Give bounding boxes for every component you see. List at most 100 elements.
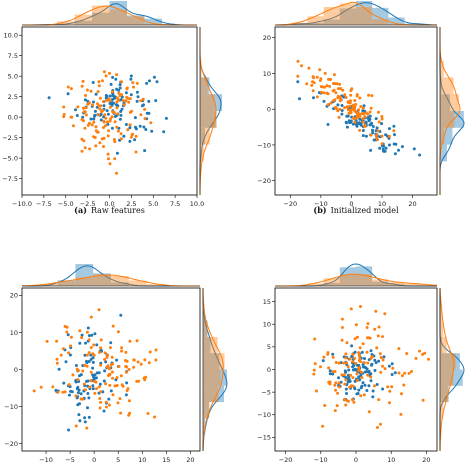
- caption-label: (a): [74, 205, 87, 215]
- scatter-point: [106, 134, 110, 138]
- top-hist-bar: [92, 12, 110, 25]
- top-hist-bar: [128, 280, 147, 286]
- marginals-b: [274, 1, 465, 195]
- y-tick-label: 5.0: [8, 72, 18, 80]
- scatter-point: [139, 99, 143, 103]
- scatter-point: [115, 384, 119, 387]
- scatter-point: [365, 350, 369, 354]
- scatter-point: [120, 346, 124, 350]
- x-tick-label: −10: [39, 456, 53, 464]
- scatter-point: [55, 339, 59, 343]
- scatter-point: [67, 383, 71, 387]
- scatter-point: [393, 371, 397, 375]
- right-hist-bar: [203, 418, 205, 435]
- scatter-point: [357, 366, 361, 370]
- right-hist-bar: [203, 336, 211, 354]
- scatter-point: [84, 113, 88, 117]
- scatter-point: [66, 92, 70, 96]
- scatter-point: [383, 367, 387, 371]
- scatter-point: [94, 129, 98, 133]
- scatter-point: [380, 144, 384, 148]
- scatter-point: [344, 96, 348, 99]
- scatter-point: [85, 426, 89, 430]
- scatter-point: [113, 157, 117, 161]
- scatter-point: [345, 105, 349, 109]
- scatter-point: [348, 357, 352, 361]
- scatter-point: [336, 94, 340, 98]
- scatter-point: [353, 99, 357, 102]
- top-hist-bar: [372, 7, 389, 25]
- scatter-point: [133, 116, 137, 120]
- y-tick-label: −10: [4, 403, 18, 411]
- scatter-point: [369, 379, 373, 383]
- scatter-point: [107, 97, 111, 101]
- scatter-point: [81, 115, 85, 119]
- scatter-point: [143, 358, 147, 362]
- scatter-point: [56, 390, 60, 394]
- right-hist-bar: [200, 94, 215, 111]
- scatter-point: [103, 113, 107, 117]
- scatter-point: [120, 107, 124, 111]
- scatter-point: [103, 369, 107, 373]
- x-tick-label: −10.0: [12, 200, 32, 208]
- top-hist-bar: [372, 19, 389, 25]
- scatter-point: [118, 83, 122, 87]
- scatter-point: [390, 373, 394, 376]
- scatter-point: [343, 369, 347, 373]
- scatter-point: [421, 398, 425, 402]
- x-tick-label: 2.5: [126, 200, 136, 208]
- y-tick-label: 0: [267, 366, 271, 374]
- x-tick-label: 5.0: [148, 200, 158, 208]
- scatter-point: [320, 85, 324, 89]
- scatter-point: [377, 110, 380, 114]
- scatter-point: [75, 114, 79, 117]
- scatter-point: [83, 420, 87, 424]
- right-kde-line: [202, 288, 228, 451]
- scatter-point: [148, 79, 151, 83]
- scatter-point: [97, 84, 101, 88]
- scatter-point: [115, 73, 118, 77]
- scatter-point: [102, 379, 106, 383]
- scatter-point: [357, 375, 361, 379]
- y-tick-label: 15: [263, 298, 271, 306]
- x-tick-label: 7.5: [170, 200, 180, 208]
- top-hist-bar: [127, 16, 145, 25]
- scatter-point: [84, 94, 87, 97]
- scatter-point: [344, 356, 348, 360]
- scatter-point: [397, 371, 401, 375]
- scatter-point: [87, 360, 91, 363]
- scatter-point: [296, 59, 300, 63]
- scatter-point: [69, 87, 73, 91]
- scatter-point: [104, 124, 107, 128]
- scatter-point: [366, 112, 370, 116]
- scatter-point: [355, 124, 359, 128]
- scatter-point: [377, 325, 381, 329]
- scatter-point: [99, 346, 103, 350]
- right-hist-bar: [200, 94, 222, 111]
- scatter-point: [145, 81, 149, 85]
- top-hist-bar: [323, 282, 340, 286]
- scatter-point: [360, 370, 364, 374]
- scatter-point: [331, 355, 335, 359]
- scatter-point: [350, 87, 354, 91]
- scatter-point: [331, 372, 335, 376]
- scatter-point: [91, 360, 95, 364]
- scatter-point: [381, 335, 384, 339]
- scatter-point: [376, 426, 379, 429]
- scatter-point: [375, 126, 379, 130]
- right-hist-bar: [203, 320, 208, 337]
- right-hist-bar: [440, 402, 444, 419]
- scatter-point: [129, 93, 133, 97]
- scatter-point: [83, 98, 87, 102]
- scatter-point: [321, 359, 325, 363]
- scatter-point: [79, 397, 83, 401]
- y-tick-label: −2.5: [2, 134, 18, 142]
- scatter-point: [83, 353, 87, 357]
- scatter-point: [376, 129, 380, 133]
- scatter-point: [135, 99, 139, 103]
- right-hist-bar: [440, 111, 455, 128]
- scatter-point: [369, 106, 373, 110]
- scatter-point: [102, 120, 106, 124]
- scatter-point: [93, 373, 97, 377]
- scatter-point: [85, 88, 89, 92]
